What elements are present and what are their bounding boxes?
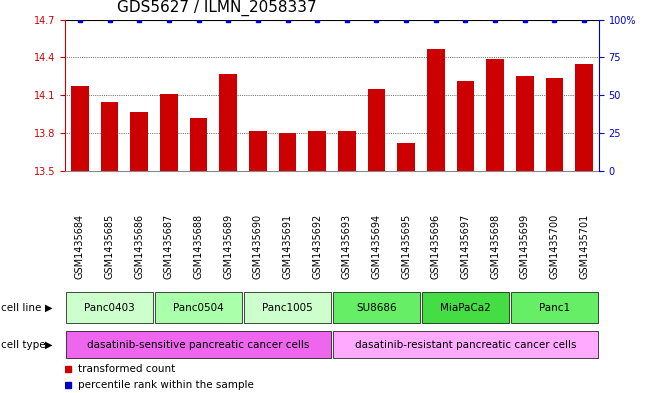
FancyBboxPatch shape	[510, 292, 598, 323]
Text: Panc1005: Panc1005	[262, 303, 313, 312]
Text: Panc0504: Panc0504	[173, 303, 224, 312]
Text: GSM1435694: GSM1435694	[372, 214, 381, 279]
Bar	[160, 94, 178, 171]
Bar	[516, 76, 534, 171]
Text: GSM1435686: GSM1435686	[134, 214, 145, 279]
Text: ▶: ▶	[45, 340, 53, 350]
Bar	[368, 89, 385, 171]
Text: GSM1435684: GSM1435684	[75, 214, 85, 279]
Bar	[219, 74, 237, 171]
Text: GSM1435697: GSM1435697	[460, 214, 471, 279]
FancyBboxPatch shape	[66, 331, 331, 358]
Text: dasatinib-resistant pancreatic cancer cells: dasatinib-resistant pancreatic cancer ce…	[355, 340, 576, 350]
Text: GSM1435691: GSM1435691	[283, 214, 292, 279]
Bar	[279, 133, 296, 171]
Text: GSM1435693: GSM1435693	[342, 214, 352, 279]
FancyBboxPatch shape	[155, 292, 242, 323]
Text: GSM1435696: GSM1435696	[431, 214, 441, 279]
Bar	[456, 81, 475, 171]
Text: SU8686: SU8686	[356, 303, 397, 312]
Bar	[546, 78, 563, 171]
Text: GSM1435695: GSM1435695	[401, 214, 411, 279]
Bar	[101, 102, 118, 171]
Bar	[427, 49, 445, 171]
Bar	[397, 143, 415, 171]
Text: GSM1435700: GSM1435700	[549, 214, 559, 279]
Bar	[486, 59, 504, 171]
Text: GSM1435685: GSM1435685	[105, 214, 115, 279]
Text: cell type: cell type	[1, 340, 46, 350]
Text: GSM1435701: GSM1435701	[579, 214, 589, 279]
Text: GSM1435699: GSM1435699	[519, 214, 530, 279]
Text: Panc1: Panc1	[539, 303, 570, 312]
Bar	[130, 112, 148, 171]
Text: transformed count: transformed count	[79, 364, 176, 374]
Bar	[189, 118, 208, 171]
FancyBboxPatch shape	[422, 292, 509, 323]
Text: Panc0403: Panc0403	[84, 303, 135, 312]
Bar	[249, 130, 267, 171]
Bar	[309, 130, 326, 171]
Text: GSM1435687: GSM1435687	[164, 214, 174, 279]
Text: GSM1435689: GSM1435689	[223, 214, 233, 279]
Bar	[71, 86, 89, 171]
Text: dasatinib-sensitive pancreatic cancer cells: dasatinib-sensitive pancreatic cancer ce…	[87, 340, 310, 350]
FancyBboxPatch shape	[333, 331, 598, 358]
Text: GSM1435690: GSM1435690	[253, 214, 263, 279]
Text: GDS5627 / ILMN_2058337: GDS5627 / ILMN_2058337	[117, 0, 317, 16]
FancyBboxPatch shape	[243, 292, 331, 323]
FancyBboxPatch shape	[66, 292, 154, 323]
Text: GSM1435692: GSM1435692	[312, 214, 322, 279]
Bar	[575, 64, 593, 171]
FancyBboxPatch shape	[333, 292, 421, 323]
Text: cell line: cell line	[1, 303, 41, 312]
Text: GSM1435698: GSM1435698	[490, 214, 500, 279]
Bar	[338, 130, 355, 171]
Text: MiaPaCa2: MiaPaCa2	[440, 303, 491, 312]
Text: GSM1435688: GSM1435688	[193, 214, 204, 279]
Text: percentile rank within the sample: percentile rank within the sample	[79, 380, 255, 390]
Text: ▶: ▶	[45, 303, 53, 312]
